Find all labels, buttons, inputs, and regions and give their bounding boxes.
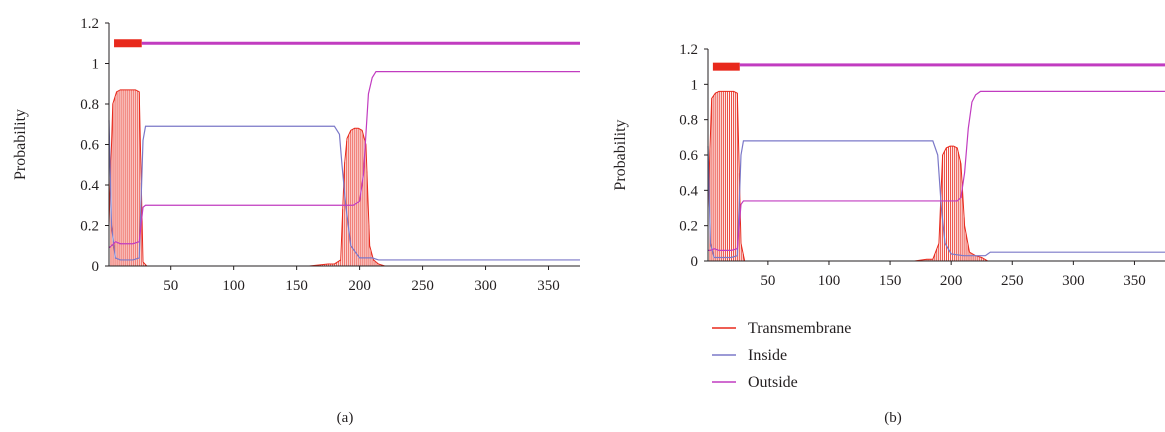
series-inside-line: [707, 140, 1165, 259]
legend-label-transmembrane: Transmembrane: [748, 320, 851, 337]
y-tick-label: 0.6: [679, 148, 698, 164]
x-tick-label: 150: [285, 278, 308, 294]
topology-bar-transmembrane: [712, 62, 740, 71]
x-tick-label: 50: [760, 273, 775, 289]
series-transmembrane: [707, 90, 1165, 262]
legend-label-inside: Inside: [748, 347, 787, 364]
y-tick-label: 0: [92, 259, 100, 275]
topology-bar-outside: [141, 41, 580, 45]
x-tick-label: 50: [163, 278, 178, 294]
series-inside-line: [108, 120, 580, 261]
x-tick-label: 200: [348, 278, 371, 294]
panel-label: (a): [337, 410, 354, 426]
x-tick-label: 100: [818, 273, 841, 289]
topology-bar-outside: [739, 63, 1165, 67]
series-transmembrane: [108, 89, 580, 267]
topology-bar-transmembrane: [114, 39, 142, 48]
y-tick-label: 1.2: [679, 42, 698, 58]
y-tick-label: 1.2: [80, 16, 99, 32]
legend: Transmembrane Inside Outside: [712, 320, 851, 391]
x-tick-label: 150: [879, 273, 902, 289]
y-axis-title: Probability: [612, 119, 629, 190]
x-tick-label: 200: [940, 273, 963, 289]
panel-label: (b): [884, 410, 902, 426]
y-tick-label: 1: [92, 57, 100, 73]
x-tick-label: 300: [1062, 273, 1085, 289]
y-tick-label: 0.4: [679, 183, 698, 199]
y-tick-label: 0.8: [679, 113, 698, 129]
x-tick-label: 100: [222, 278, 245, 294]
y-tick-label: 0.2: [679, 219, 698, 235]
series-outside-line: [108, 71, 580, 249]
y-tick-label: 0.2: [80, 219, 99, 235]
chart-panel-a: 0 0.2 0.4 0.6 0.8 1 1.2 50 100 150 200 250 300 350 Pro…: [12, 16, 580, 426]
x-tick-label: 250: [1001, 273, 1024, 289]
transmembrane-line: [707, 90, 1165, 262]
legend-label-outside: Outside: [748, 374, 798, 391]
y-tick-label: 0: [691, 254, 699, 270]
y-tick-label: 0.4: [80, 178, 99, 194]
x-tick-label: 250: [411, 278, 434, 294]
series-outside-line: [708, 90, 1165, 251]
transmembrane-line: [108, 89, 580, 267]
x-tick-label: 300: [474, 278, 497, 294]
x-tick-label: 350: [537, 278, 560, 294]
y-tick-label: 0.8: [80, 97, 99, 113]
chart-panel-b: 0 0.2 0.4 0.6 0.8 1 1.2 50 100 150 200 250 300 350 Pro…: [612, 42, 1165, 426]
y-tick-label: 0.6: [80, 138, 99, 154]
x-tick-label: 350: [1123, 273, 1146, 289]
y-tick-label: 1: [691, 77, 699, 93]
y-axis-title: Probability: [12, 109, 29, 180]
